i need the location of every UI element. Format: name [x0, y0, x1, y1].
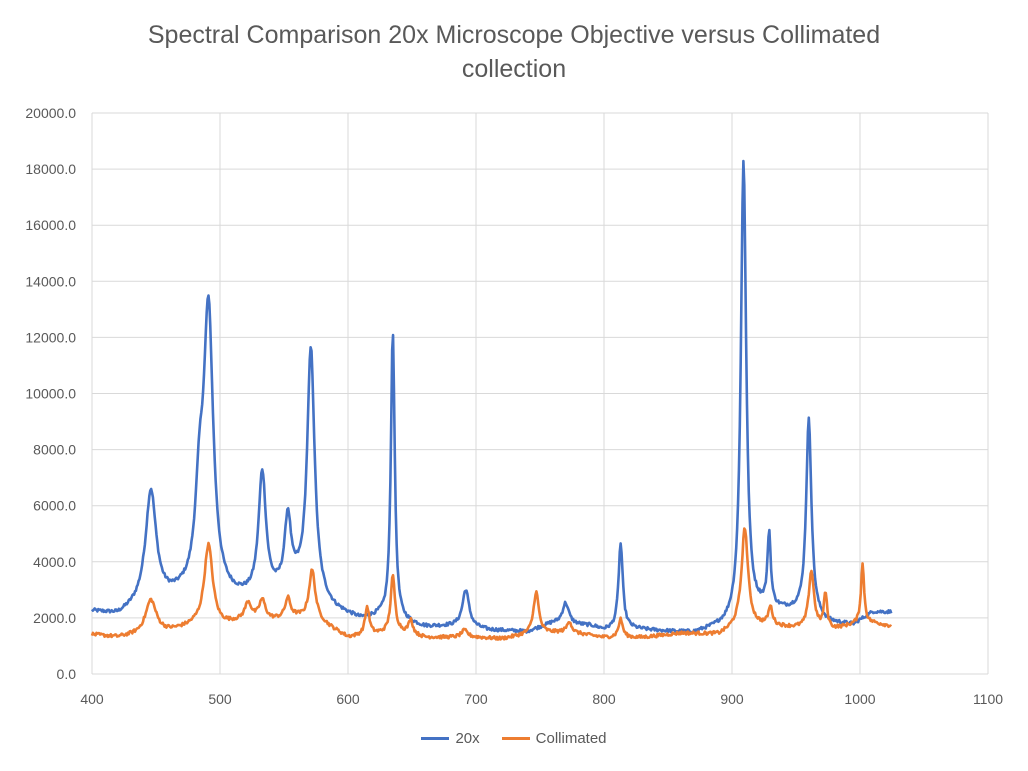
legend-swatch-collimated — [501, 737, 530, 740]
y-tick-label: 12000.0 — [25, 329, 76, 345]
x-tick-label: 800 — [592, 691, 616, 707]
y-tick-label: 14000.0 — [25, 273, 76, 289]
series-line-1 — [90, 527, 893, 641]
y-tick-label: 8000.0 — [33, 442, 76, 458]
chart-title-line-1: Spectral Comparison 20x Microscope Objec… — [147, 21, 881, 49]
y-tick-label: 20000.0 — [25, 105, 76, 121]
x-tick-label: 700 — [464, 691, 488, 707]
y-tick-label: 10000.0 — [25, 386, 76, 402]
legend-item-20x[interactable]: 20x — [421, 730, 480, 747]
y-tick-label: 0.0 — [57, 666, 77, 682]
chart-legend: 20x Collimated — [0, 730, 1028, 747]
chart-title-line-2: collection — [461, 55, 567, 83]
y-tick-label: 4000.0 — [33, 554, 76, 570]
legend-swatch-20x — [421, 737, 450, 740]
x-tick-label: 600 — [336, 691, 360, 707]
x-tick-label: 400 — [80, 691, 104, 707]
y-tick-label: 2000.0 — [33, 610, 76, 626]
legend-label-collimated: Collimated — [535, 730, 607, 747]
legend-item-collimated[interactable]: Collimated — [501, 730, 607, 747]
y-tick-label: 6000.0 — [33, 498, 76, 514]
x-tick-label: 1000 — [844, 691, 875, 707]
legend-label-20x: 20x — [455, 730, 480, 747]
x-tick-label: 500 — [208, 691, 232, 707]
x-tick-label: 1100 — [973, 691, 1003, 707]
y-tick-label: 18000.0 — [25, 161, 76, 177]
series-line-0 — [90, 159, 893, 634]
x-tick-label: 900 — [720, 691, 744, 707]
y-tick-label: 16000.0 — [25, 217, 76, 233]
